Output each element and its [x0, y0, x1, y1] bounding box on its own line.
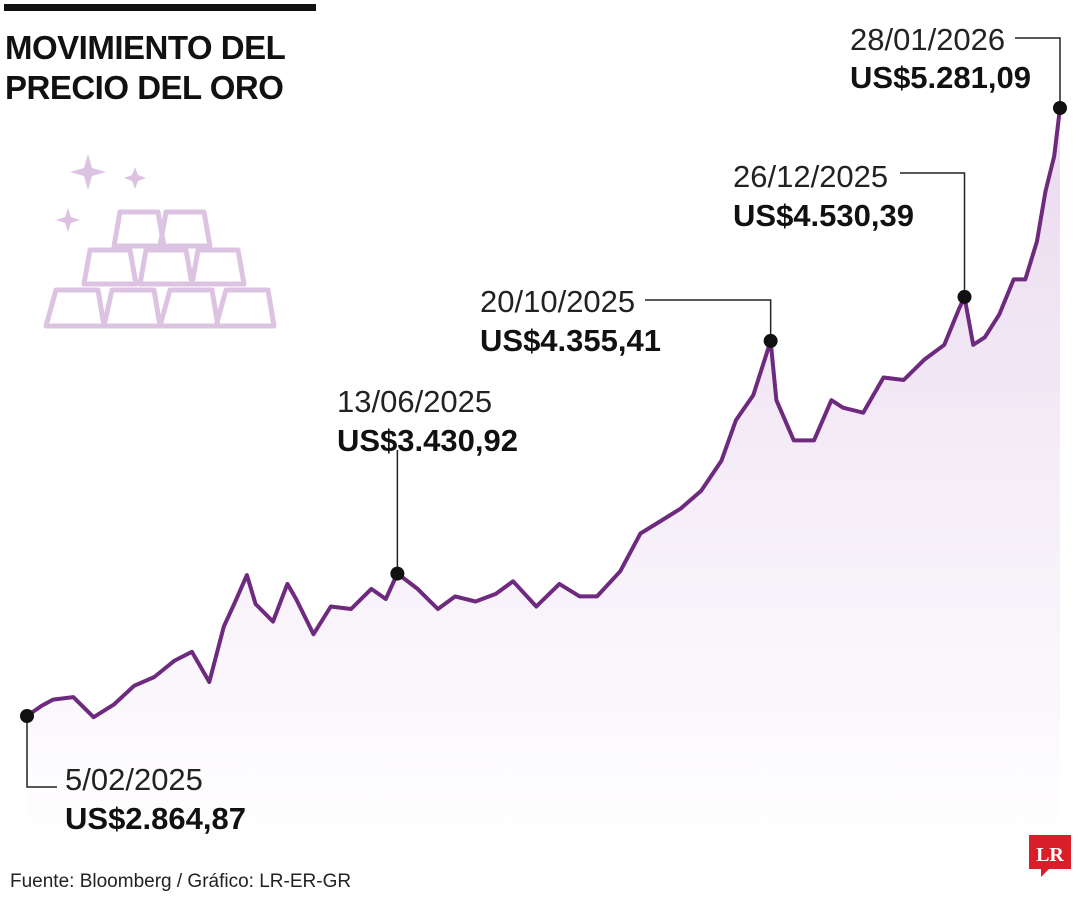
chart-title-line-2: PRECIO DEL ORO — [5, 69, 284, 106]
annotation-value: US$2.864,87 — [65, 801, 246, 836]
annotation-date: 20/10/2025 — [480, 284, 635, 319]
annotation-leader — [26, 716, 57, 788]
data-point-marker — [1053, 101, 1067, 115]
price-area — [27, 108, 1060, 850]
annotation-date: 5/02/2025 — [65, 762, 203, 797]
gold-bars-icon — [43, 154, 277, 329]
annotation-date: 13/06/2025 — [337, 384, 492, 419]
annotation-date: 26/12/2025 — [733, 159, 888, 194]
annotation-leader — [900, 172, 966, 297]
annotation-value: US$5.281,09 — [850, 60, 1031, 95]
data-point-marker — [763, 333, 778, 348]
title-accent-bar — [4, 4, 316, 11]
data-point-marker — [390, 566, 405, 581]
chart-title: MOVIMIENTO DEL PRECIO DEL ORO — [5, 28, 345, 108]
data-point-marker — [957, 289, 972, 304]
source-note: Fuente: Bloomberg / Gráfico: LR-ER-GR — [10, 871, 352, 892]
annotation-leader — [645, 299, 772, 341]
annotation-value: US$4.355,41 — [480, 323, 661, 358]
chart-title-line-1: MOVIMIENTO DEL — [5, 29, 286, 66]
lr-logo: LR — [1029, 835, 1071, 877]
annotation-value: US$3.430,92 — [337, 423, 518, 458]
annotations: 5/02/2025 US$2.864,87 13/06/2025 US$3.430,9… — [20, 22, 1067, 836]
annotation-value: US$4.530,39 — [733, 198, 914, 233]
annotation-leader — [1015, 37, 1061, 108]
lr-logo-text: LR — [1036, 844, 1064, 866]
price-line — [25, 106, 1062, 720]
data-point-marker — [20, 709, 34, 723]
annotation-date: 28/01/2026 — [850, 22, 1005, 57]
